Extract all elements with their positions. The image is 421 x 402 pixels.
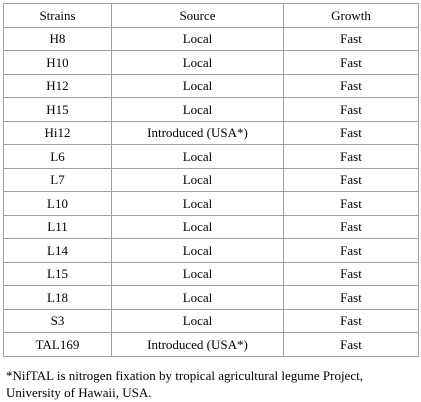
cell-source: Local [111, 144, 284, 169]
cell-strain: L14 [3, 238, 112, 263]
cell-strain: H8 [3, 26, 112, 51]
table-row: H15 Local Fast [3, 97, 419, 122]
table-row: L10 Local Fast [3, 191, 419, 216]
table-row: L18 Local Fast [3, 285, 419, 310]
cell-source: Local [111, 285, 284, 310]
cell-growth: Fast [283, 285, 419, 310]
cell-source: Local [111, 308, 284, 333]
cell-strain: L11 [3, 214, 112, 239]
cell-source: Local [111, 50, 284, 75]
table-row: TAL169 Introduced (USA*) Fast [3, 332, 419, 357]
cell-source: Local [111, 167, 284, 192]
cell-source: Local [111, 214, 284, 239]
cell-strain: Hi12 [3, 120, 112, 145]
cell-strain: L15 [3, 261, 112, 286]
cell-growth: Fast [283, 26, 419, 51]
cell-source: Local [111, 73, 284, 98]
header-growth: Growth [283, 3, 419, 28]
cell-strain: H15 [3, 97, 112, 122]
cell-strain: L18 [3, 285, 112, 310]
strains-table-container: Strains Source Growth H8 Local Fast H10 Loca… [3, 3, 419, 357]
table-row: L6 Local Fast [3, 144, 419, 169]
cell-strain: TAL169 [3, 332, 112, 357]
cell-growth: Fast [283, 191, 419, 216]
cell-strain: H10 [3, 50, 112, 75]
cell-source: Local [111, 26, 284, 51]
cell-growth: Fast [283, 97, 419, 122]
cell-growth: Fast [283, 120, 419, 145]
table-row: H10 Local Fast [3, 50, 419, 75]
cell-growth: Fast [283, 50, 419, 75]
header-source: Source [111, 3, 284, 28]
cell-strain: H12 [3, 73, 112, 98]
table-row: S3 Local Fast [3, 308, 419, 333]
cell-growth: Fast [283, 73, 419, 98]
table-row: L11 Local Fast [3, 214, 419, 239]
table-row: H12 Local Fast [3, 73, 419, 98]
cell-growth: Fast [283, 261, 419, 286]
table-row: L15 Local Fast [3, 261, 419, 286]
cell-source: Local [111, 238, 284, 263]
cell-strain: L6 [3, 144, 112, 169]
header-strains: Strains [3, 3, 112, 28]
cell-source: Introduced (USA*) [111, 120, 284, 145]
cell-source: Local [111, 261, 284, 286]
cell-source: Local [111, 191, 284, 216]
cell-strain: L10 [3, 191, 112, 216]
cell-strain: S3 [3, 308, 112, 333]
table-footnote: *NifTAL is nitrogen fixation by tropical… [6, 368, 363, 400]
cell-growth: Fast [283, 308, 419, 333]
cell-growth: Fast [283, 167, 419, 192]
cell-source: Introduced (USA*) [111, 332, 284, 357]
cell-source: Local [111, 97, 284, 122]
table-row: L14 Local Fast [3, 238, 419, 263]
table-header-row: Strains Source Growth [3, 3, 419, 28]
cell-growth: Fast [283, 238, 419, 263]
cell-growth: Fast [283, 144, 419, 169]
strains-table: Strains Source Growth H8 Local Fast H10 Loca… [3, 3, 419, 357]
table-row: Hi12 Introduced (USA*) Fast [3, 120, 419, 145]
table-row: L7 Local Fast [3, 167, 419, 192]
table-body: H8 Local Fast H10 Local Fast H12 Local Fast H15 Lo… [3, 26, 419, 357]
table-row: H8 Local Fast [3, 26, 419, 51]
cell-growth: Fast [283, 332, 419, 357]
cell-growth: Fast [283, 214, 419, 239]
cell-strain: L7 [3, 167, 112, 192]
